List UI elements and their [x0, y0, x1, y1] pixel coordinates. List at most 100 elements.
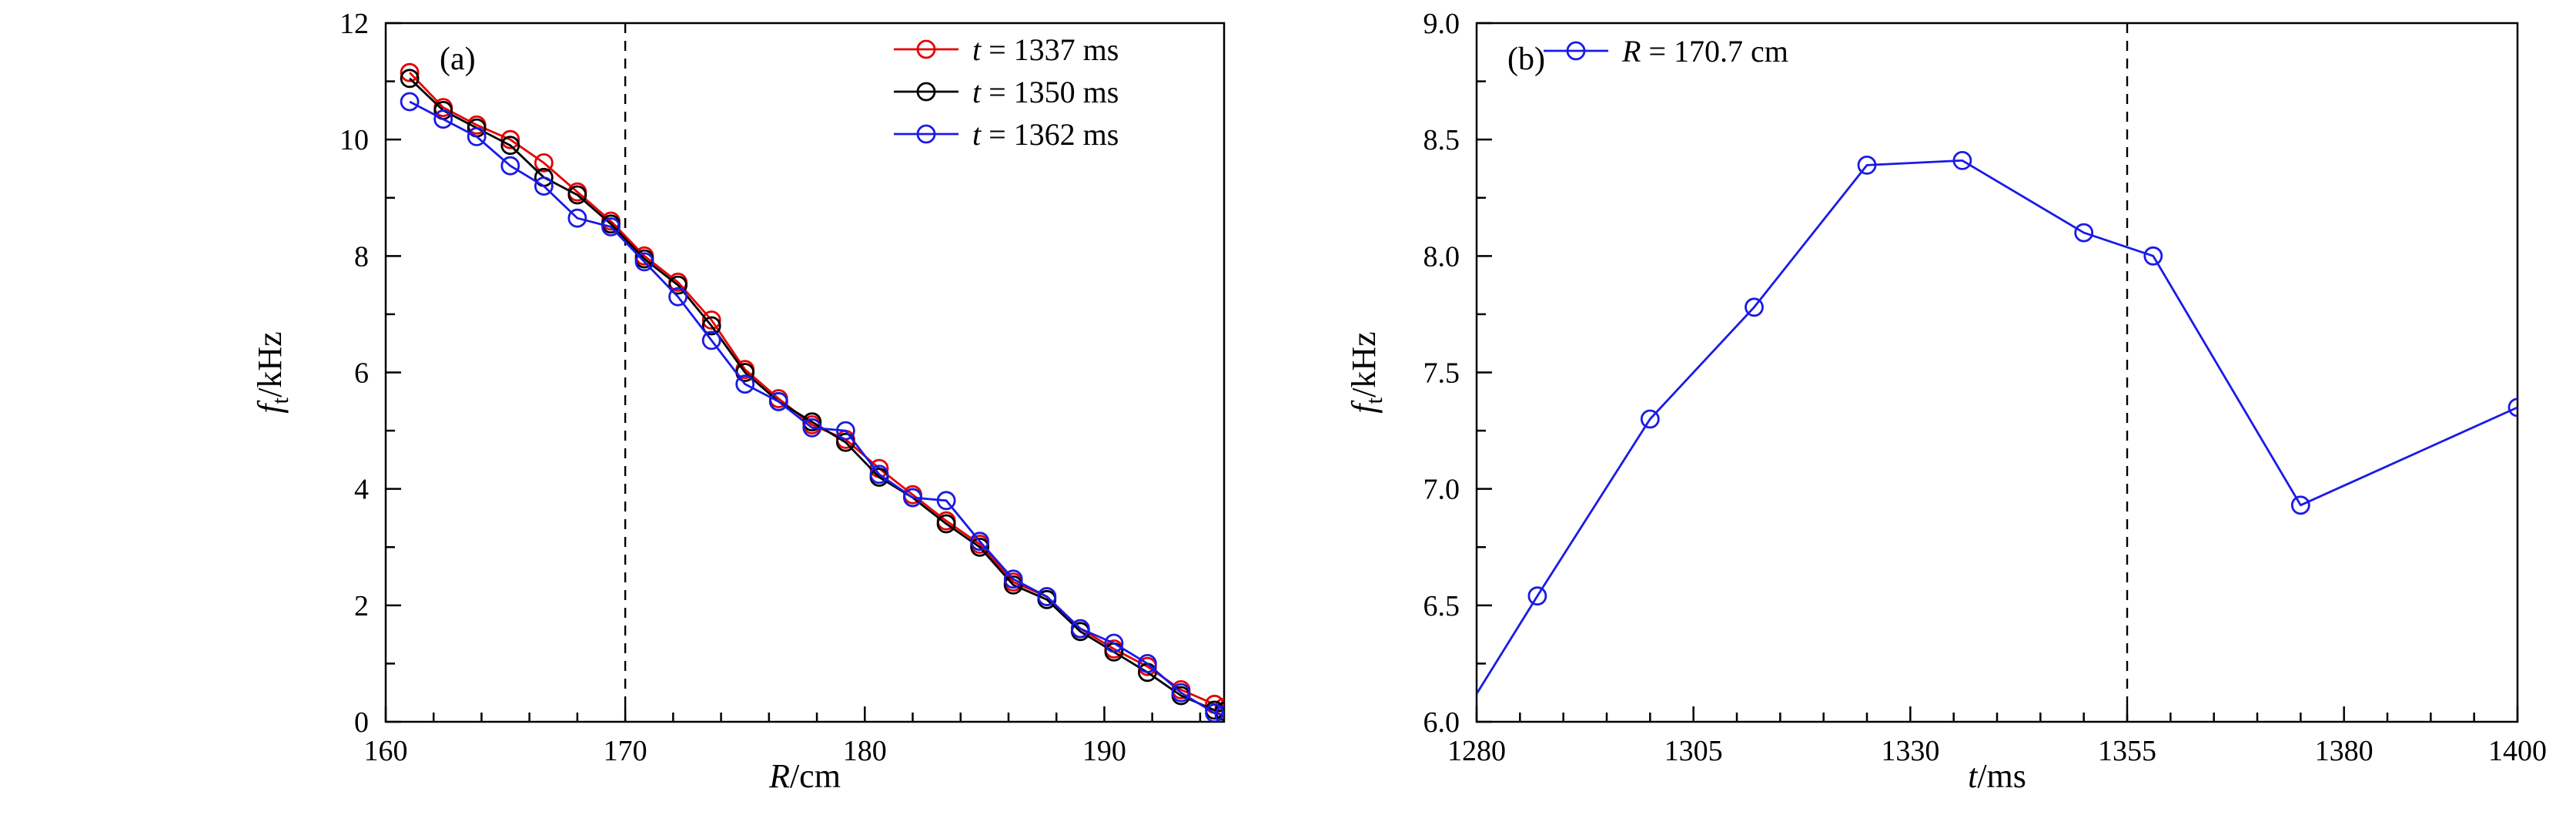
x-tick-label: 1280 [1447, 735, 1506, 767]
tick-marks [1475, 22, 2519, 723]
data-point-marker [2074, 223, 2094, 243]
legend-marker-sample [916, 39, 936, 59]
data-point-marker [601, 217, 621, 236]
x-tick-label: 160 [364, 735, 408, 767]
legend-marker-sample [916, 124, 936, 144]
data-point-marker [534, 176, 554, 196]
data-point-marker [1171, 683, 1191, 703]
legend-label: R = 170.7 cm [1621, 34, 1788, 69]
y-tick-label: 6.5 [1423, 590, 1460, 622]
series-group [1477, 150, 2517, 695]
data-point-marker [1214, 705, 1224, 722]
y-tick-label: 2 [354, 590, 369, 622]
y-tick-label: 8 [354, 240, 369, 273]
legend-label: t = 1362 ms [972, 117, 1119, 152]
y-axis-title: ft/kHz [251, 331, 293, 413]
axes-box [1475, 22, 2519, 723]
x-tick-label: 1355 [2098, 735, 2156, 767]
data-point-marker [2507, 397, 2517, 418]
data-point-marker [668, 287, 687, 307]
legend-entry: t = 1362 ms [894, 117, 1119, 152]
data-point-marker [903, 488, 922, 508]
data-point-marker [1003, 575, 1023, 595]
x-tick-label: 190 [1082, 735, 1126, 767]
x-tick-label: 1400 [2488, 735, 2547, 767]
data-point-marker [1037, 587, 1057, 606]
data-point-marker [836, 421, 855, 441]
x-tick-label: 1380 [2315, 735, 2374, 767]
y-tick-label: 9.0 [1423, 8, 1460, 40]
panel-b: 1280 1305 1330 1355 1380 1400 6.0 6.5 7.0 7.5 8.0 8… [1345, 8, 2547, 795]
legend-entry: t = 1350 ms [894, 75, 1119, 109]
data-point-marker [869, 465, 889, 485]
x-axis-title: R/cm [768, 757, 841, 795]
series-line [409, 100, 1224, 716]
data-point-marker [433, 109, 453, 129]
data-point-marker [668, 275, 687, 295]
data-point-marker [1952, 150, 1972, 170]
data-point-marker [500, 129, 520, 149]
data-point-marker [701, 316, 721, 336]
legend: t = 1337 ms t = 1350 ms t = 1362 ms [894, 32, 1119, 152]
data-point-marker [735, 374, 755, 394]
y-tick-label: 0 [354, 706, 369, 739]
data-point-marker [400, 92, 420, 112]
legend-entry: R = 170.7 cm [1544, 34, 1788, 69]
data-point-marker [500, 156, 520, 176]
series-line [409, 72, 1224, 709]
x-tick-label: 180 [843, 735, 887, 767]
data-point-marker [970, 532, 989, 552]
data-point-marker [1104, 633, 1124, 653]
data-point-marker [1527, 586, 1547, 606]
data-point-marker [1070, 619, 1090, 639]
series-line [1477, 159, 2517, 695]
data-point-marker [1138, 654, 1157, 673]
panel-letter-label: (a) [440, 42, 476, 77]
y-tick-label: 6 [354, 357, 369, 390]
data-point-marker [802, 418, 822, 438]
data-point-marker [634, 252, 654, 272]
legend-marker-sample [1566, 41, 1586, 61]
data-point-marker [936, 491, 956, 511]
data-point-marker [768, 391, 788, 411]
x-tick-label: 170 [604, 735, 647, 767]
data-point-marker [2290, 495, 2310, 515]
data-point-marker [400, 62, 420, 82]
legend-label: t = 1337 ms [972, 32, 1119, 67]
data-point-marker [467, 126, 487, 146]
y-tick-label: 7.0 [1423, 474, 1460, 506]
series-line [409, 77, 1224, 713]
x-tick-label: 1330 [1881, 735, 1939, 767]
data-point-marker [534, 153, 554, 173]
data-point-marker [400, 69, 420, 89]
data-point-marker [701, 330, 721, 350]
data-point-marker [1857, 155, 1877, 175]
x-axis-title: t/ms [1968, 757, 2026, 795]
legend-entry: t = 1337 ms [894, 32, 1119, 67]
y-tick-label: 8.0 [1423, 240, 1460, 273]
legend-marker-sample [916, 82, 936, 102]
data-point-marker [567, 185, 587, 205]
data-point-marker [2143, 246, 2163, 266]
legend-label: t = 1350 ms [972, 75, 1119, 109]
y-axis-title: ft/kHz [1345, 331, 1387, 413]
y-tick-label: 4 [354, 474, 369, 506]
data-point-marker [1640, 409, 1660, 429]
legend: R = 170.7 cm [1544, 34, 1788, 69]
y-tick-label: 8.5 [1423, 124, 1460, 156]
data-point-marker [1745, 297, 1764, 317]
y-tick-label: 7.5 [1423, 357, 1460, 390]
panel-letter-label: (b) [1507, 42, 1545, 77]
x-tick-label: 1305 [1664, 735, 1723, 767]
panel-a: 160 170 180 190 0 2 4 6 8 10 12 t = 1337 ms t = 1350… [251, 8, 1226, 795]
data-point-marker [500, 136, 520, 156]
data-point-marker [970, 537, 989, 557]
data-point-marker [936, 514, 956, 534]
y-tick-label: 10 [340, 124, 369, 156]
data-point-marker [567, 208, 587, 228]
y-tick-label: 12 [340, 8, 369, 40]
data-point-marker [1003, 569, 1023, 589]
data-point-marker [1205, 703, 1224, 722]
